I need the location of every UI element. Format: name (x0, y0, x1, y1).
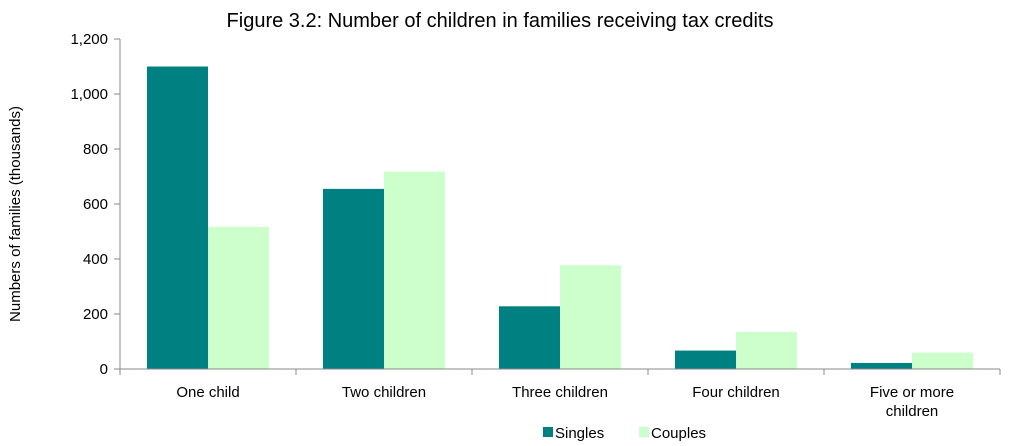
axes (119, 39, 1001, 375)
legend-label-singles: Singles (555, 425, 604, 442)
x-tick-label: Three children (512, 384, 608, 401)
bar-couples (384, 171, 445, 369)
legend-swatch-singles (543, 427, 553, 437)
x-axis-labels: One child Two children Three children Four … (176, 384, 954, 420)
bar-singles (851, 362, 912, 369)
bar-singles (675, 350, 736, 369)
legend: Singles Couples (543, 425, 706, 442)
bar-singles (323, 188, 384, 369)
bar-singles (147, 66, 208, 369)
y-tick-label: 1,000 (70, 86, 108, 103)
x-tick-label-line: Four children (692, 384, 780, 401)
y-tick-label: 800 (83, 141, 108, 158)
y-tick-label: 1,200 (70, 31, 108, 48)
x-tick-label-line: children (886, 403, 939, 420)
y-axis-ticks: 0 200 400 600 800 1,000 1,200 (70, 31, 120, 378)
x-tick-label: One child (176, 384, 239, 401)
x-tick-label: Five or more children (870, 384, 954, 420)
x-tick-label-line: Five or more (870, 384, 954, 401)
bar-couples (208, 226, 269, 369)
y-tick-label: 600 (83, 196, 108, 213)
bars (147, 66, 973, 369)
x-tick-label: Four children (692, 384, 780, 401)
bar-couples (736, 331, 797, 369)
bar-couples (912, 352, 973, 369)
y-axis-label: Numbers of families (thousands) (7, 106, 24, 322)
bar-couples (560, 265, 621, 369)
x-tick-label: Two children (342, 384, 426, 401)
bar-singles (499, 306, 560, 369)
x-tick-label-line: Two children (342, 384, 426, 401)
x-tick-label-line: Three children (512, 384, 608, 401)
x-tick-label-line: One child (176, 384, 239, 401)
legend-swatch-couples (639, 427, 649, 437)
y-tick-label: 200 (83, 306, 108, 323)
chart-title: Figure 3.2: Number of children in famili… (227, 10, 774, 32)
y-tick-label: 0 (100, 361, 108, 378)
legend-label-couples: Couples (651, 425, 706, 442)
y-tick-label: 400 (83, 251, 108, 268)
